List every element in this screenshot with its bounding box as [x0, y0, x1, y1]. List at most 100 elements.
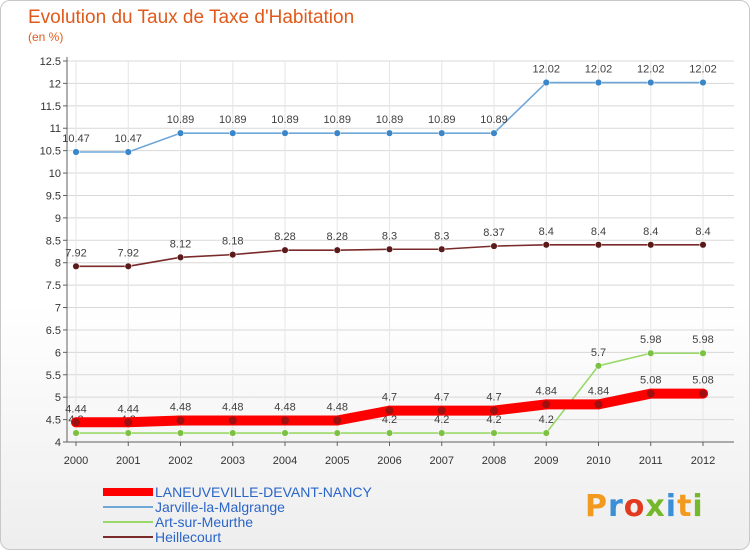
legend-swatch-art-sur-meurthe	[103, 521, 153, 523]
data-label-laneuveville: 4.84	[536, 385, 557, 397]
data-label-art-sur-meurthe: 4.2	[434, 414, 449, 426]
data-point-heillecourt	[72, 262, 80, 270]
y-tick-label: 9	[55, 213, 61, 225]
data-label-art-sur-meurthe: 4.2	[539, 414, 554, 426]
data-point-jarville	[490, 129, 498, 137]
y-tick-label: 5.5	[46, 370, 61, 382]
legend-label-jarville: Jarville-la-Malgrange	[155, 499, 285, 515]
data-label-laneuveville: 4.7	[382, 392, 397, 404]
y-tick-label: 10	[49, 168, 61, 180]
data-point-art-sur-meurthe	[333, 429, 341, 437]
data-point-laneuveville	[436, 405, 447, 416]
data-point-jarville	[333, 129, 341, 137]
y-tick-label: 4.5	[46, 415, 61, 427]
chart-title: Evolution du Taux de Taxe d'Habitation	[28, 7, 355, 28]
proxiti-logo: Proxiti	[585, 489, 704, 524]
data-point-jarville	[385, 129, 394, 137]
y-tick-label: 7.5	[46, 280, 61, 292]
data-point-art-sur-meurthe	[438, 429, 446, 437]
data-label-heillecourt: 8.4	[643, 226, 658, 238]
data-point-laneuveville	[280, 415, 290, 426]
data-label-jarville: 10.47	[114, 133, 142, 145]
y-tick-label: 12.5	[40, 56, 61, 68]
x-tick-label: 2001	[116, 455, 140, 467]
data-label-laneuveville: 4.7	[486, 392, 501, 404]
data-point-heillecourt	[647, 241, 655, 249]
x-tick-label: 2002	[168, 455, 192, 467]
data-point-laneuveville	[71, 417, 81, 428]
legend-label-heillecourt: Heillecourt	[155, 529, 222, 545]
data-point-laneuveville	[384, 405, 395, 416]
data-label-laneuveville: 4.48	[170, 401, 191, 413]
y-tick-label: 9.5	[46, 190, 61, 202]
x-tick-label: 2005	[325, 455, 349, 467]
data-label-heillecourt: 8.3	[434, 230, 449, 242]
legend-label-laneuveville: LANEUVEVILLE-DEVANT-NANCY	[155, 484, 372, 500]
legend-label-art-sur-meurthe: Art-sur-Meurthe	[155, 514, 254, 530]
data-label-jarville: 12.02	[585, 64, 613, 76]
data-point-heillecourt	[333, 246, 341, 254]
data-point-heillecourt	[124, 262, 132, 270]
logo-letter: x	[645, 489, 666, 524]
x-tick-label: 2000	[64, 455, 88, 467]
data-label-jarville: 10.89	[167, 114, 195, 126]
legend-swatch-heillecourt	[103, 536, 153, 538]
data-point-heillecourt	[176, 253, 185, 261]
y-tick-label: 12	[49, 78, 61, 90]
data-label-heillecourt: 8.37	[483, 227, 504, 239]
data-label-jarville: 10.89	[219, 114, 247, 126]
data-point-laneuveville	[227, 415, 238, 426]
data-label-laneuveville: 4.48	[274, 401, 295, 413]
y-tick-label: 4	[55, 437, 61, 449]
y-tick-label: 11.5	[40, 101, 61, 113]
y-tick-label: 8	[55, 258, 61, 270]
data-label-jarville: 10.89	[428, 114, 456, 126]
data-label-heillecourt: 8.18	[222, 236, 243, 248]
data-point-jarville	[281, 129, 289, 137]
data-point-heillecourt	[699, 241, 707, 249]
data-point-heillecourt	[490, 242, 498, 250]
data-point-laneuveville	[123, 417, 134, 428]
data-label-jarville: 10.89	[271, 114, 299, 126]
x-tick-label: 2012	[691, 455, 715, 467]
x-tick-label: 2006	[377, 455, 401, 467]
data-point-art-sur-meurthe	[647, 349, 655, 357]
y-tick-label: 11	[50, 123, 61, 135]
x-tick-label: 2007	[430, 455, 454, 467]
data-point-jarville	[647, 78, 655, 87]
data-point-heillecourt	[438, 245, 446, 253]
data-label-jarville: 12.02	[637, 64, 665, 76]
data-label-art-sur-meurthe: 4.2	[382, 414, 397, 426]
data-label-laneuveville: 4.84	[588, 385, 609, 397]
data-point-art-sur-meurthe	[490, 429, 498, 437]
data-point-laneuveville	[489, 405, 499, 416]
data-label-heillecourt: 8.28	[327, 231, 348, 243]
data-label-art-sur-meurthe: 5.98	[692, 334, 713, 346]
logo-letter: i	[665, 489, 678, 524]
y-tick-label: 6	[55, 347, 61, 359]
logo-letter: t	[677, 489, 693, 524]
x-tick-label: 2004	[273, 455, 297, 467]
data-point-jarville	[124, 148, 132, 156]
data-point-jarville	[594, 78, 603, 87]
y-tick-label: 10.5	[40, 146, 61, 158]
data-label-laneuveville: 4.48	[222, 401, 243, 413]
data-point-jarville	[72, 148, 80, 156]
x-tick-label: 2009	[534, 455, 558, 467]
data-label-jarville: 10.47	[62, 133, 90, 145]
y-tick-label: 7	[55, 303, 61, 315]
data-label-heillecourt: 7.92	[118, 247, 139, 259]
data-point-art-sur-meurthe	[594, 362, 603, 370]
data-point-art-sur-meurthe	[229, 429, 237, 437]
data-label-art-sur-meurthe: 5.98	[640, 334, 661, 346]
logo-letter: P	[585, 489, 608, 524]
data-point-laneuveville	[175, 415, 186, 426]
data-label-jarville: 10.89	[480, 114, 508, 126]
data-point-laneuveville	[698, 388, 708, 399]
data-label-jarville: 10.89	[323, 114, 351, 126]
data-label-laneuveville: 5.08	[640, 375, 661, 387]
data-point-heillecourt	[542, 241, 550, 249]
x-tick-label: 2011	[639, 455, 663, 467]
data-point-jarville	[438, 129, 446, 137]
